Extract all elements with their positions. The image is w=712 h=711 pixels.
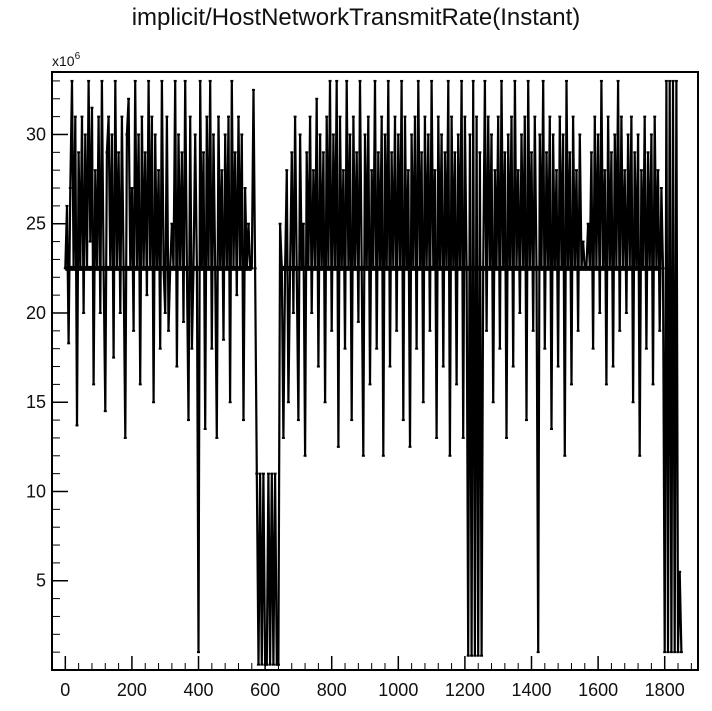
y-tick-label: 5	[36, 571, 46, 591]
y-tick-label: 20	[26, 303, 46, 323]
plot-frame	[51, 71, 699, 671]
y-multiplier-base: x10	[52, 53, 75, 69]
x-tick-label: 600	[250, 680, 280, 700]
y-multiplier-exponent: 6	[75, 51, 81, 62]
x-tick-label: 200	[117, 680, 147, 700]
x-tick-label: 1800	[645, 680, 685, 700]
y-tick-label: 25	[26, 214, 46, 234]
x-tick-label: 1600	[578, 680, 618, 700]
y-tick-label: 15	[26, 392, 46, 412]
y-tick-label: 30	[26, 124, 46, 144]
y-tick-label: 10	[26, 481, 46, 501]
x-tick-label: 1200	[445, 680, 485, 700]
x-tick-label: 1000	[378, 680, 418, 700]
series-line	[64, 80, 683, 666]
x-tick-label: 400	[183, 680, 213, 700]
y-multiplier-label: x106	[52, 51, 81, 69]
axis-layer: 0 200 400 600 800 1000 1200 1400 1600 1800 5 10 15 20…	[26, 80, 692, 700]
chart-title: implicit/HostNetworkTransmitRate(Instant…	[131, 4, 581, 31]
plot-border	[51, 71, 699, 671]
x-tick-label: 0	[60, 680, 70, 700]
x-tick-label: 800	[317, 680, 347, 700]
series-layer	[63, 79, 683, 666]
x-tick-label: 1400	[511, 680, 551, 700]
